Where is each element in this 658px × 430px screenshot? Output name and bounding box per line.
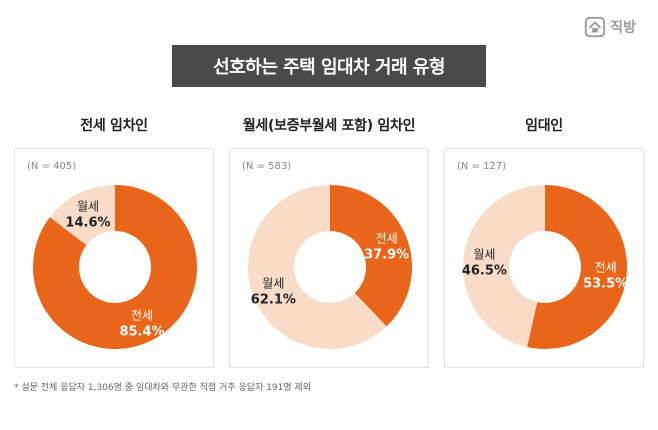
- slice-name-label: 전세: [376, 231, 398, 245]
- slice-name-label: 전세: [595, 261, 617, 275]
- sample-size-label: (N = 405): [27, 161, 77, 172]
- chart-title-1: 월세(보증부월세 포함) 임차인: [242, 118, 416, 134]
- donut-slice-wolse: [463, 185, 545, 348]
- page-title: 선호하는 주택 임대차 거래 유형: [213, 57, 445, 78]
- chart-panel-2: (N = 127) 전세 53.5% 월세 46.5%: [444, 148, 644, 368]
- donut-slice-jeonse: [527, 185, 628, 349]
- donut-chart-2: 전세 53.5% 월세 46.5%: [462, 185, 628, 349]
- slice-name-label: 월세: [262, 277, 284, 291]
- donut-slice-jeonse: [33, 185, 197, 349]
- slice-value-label: 37.9%: [364, 247, 409, 262]
- slice-value-label: 53.5%: [583, 277, 628, 292]
- donut-slice-wolse: [49, 185, 115, 246]
- donut-chart-0: 전세 85.4% 월세 14.6%: [33, 185, 197, 349]
- slice-value-label: 85.4%: [119, 325, 164, 340]
- footnote: * 설문 전체 응답자 1,306명 중 임대차와 무관한 직접 거주 응답자 …: [14, 383, 312, 393]
- slice-value-label: 14.6%: [65, 215, 110, 230]
- slice-name-label: 전세: [131, 309, 153, 323]
- chart-title-2: 임대인: [525, 118, 563, 134]
- sample-size-label: (N = 127): [457, 161, 507, 172]
- slice-value-label: 46.5%: [462, 263, 507, 278]
- chart-title-0: 전세 임차인: [80, 118, 148, 134]
- slice-value-label: 62.1%: [251, 293, 296, 308]
- chart-panel-0: (N = 405) 전세 85.4% 월세 14.6%: [14, 148, 214, 368]
- brand-logo: 직방: [584, 16, 636, 38]
- sample-size-label: (N = 583): [242, 161, 292, 172]
- donut-slice-wolse: [248, 185, 387, 349]
- slice-name-label: 월세: [77, 199, 99, 213]
- chart-panel-1: (N = 583) 전세 37.9% 월세 62.1%: [229, 148, 429, 368]
- house-logo-icon: [585, 16, 606, 38]
- brand-logo-text: 직방: [610, 20, 636, 36]
- title-banner: 선호하는 주택 임대차 거래 유형: [172, 45, 486, 87]
- donut-chart-1: 전세 37.9% 월세 62.1%: [248, 185, 412, 349]
- slice-name-label: 월세: [473, 247, 495, 261]
- donut-slice-jeonse: [330, 185, 412, 327]
